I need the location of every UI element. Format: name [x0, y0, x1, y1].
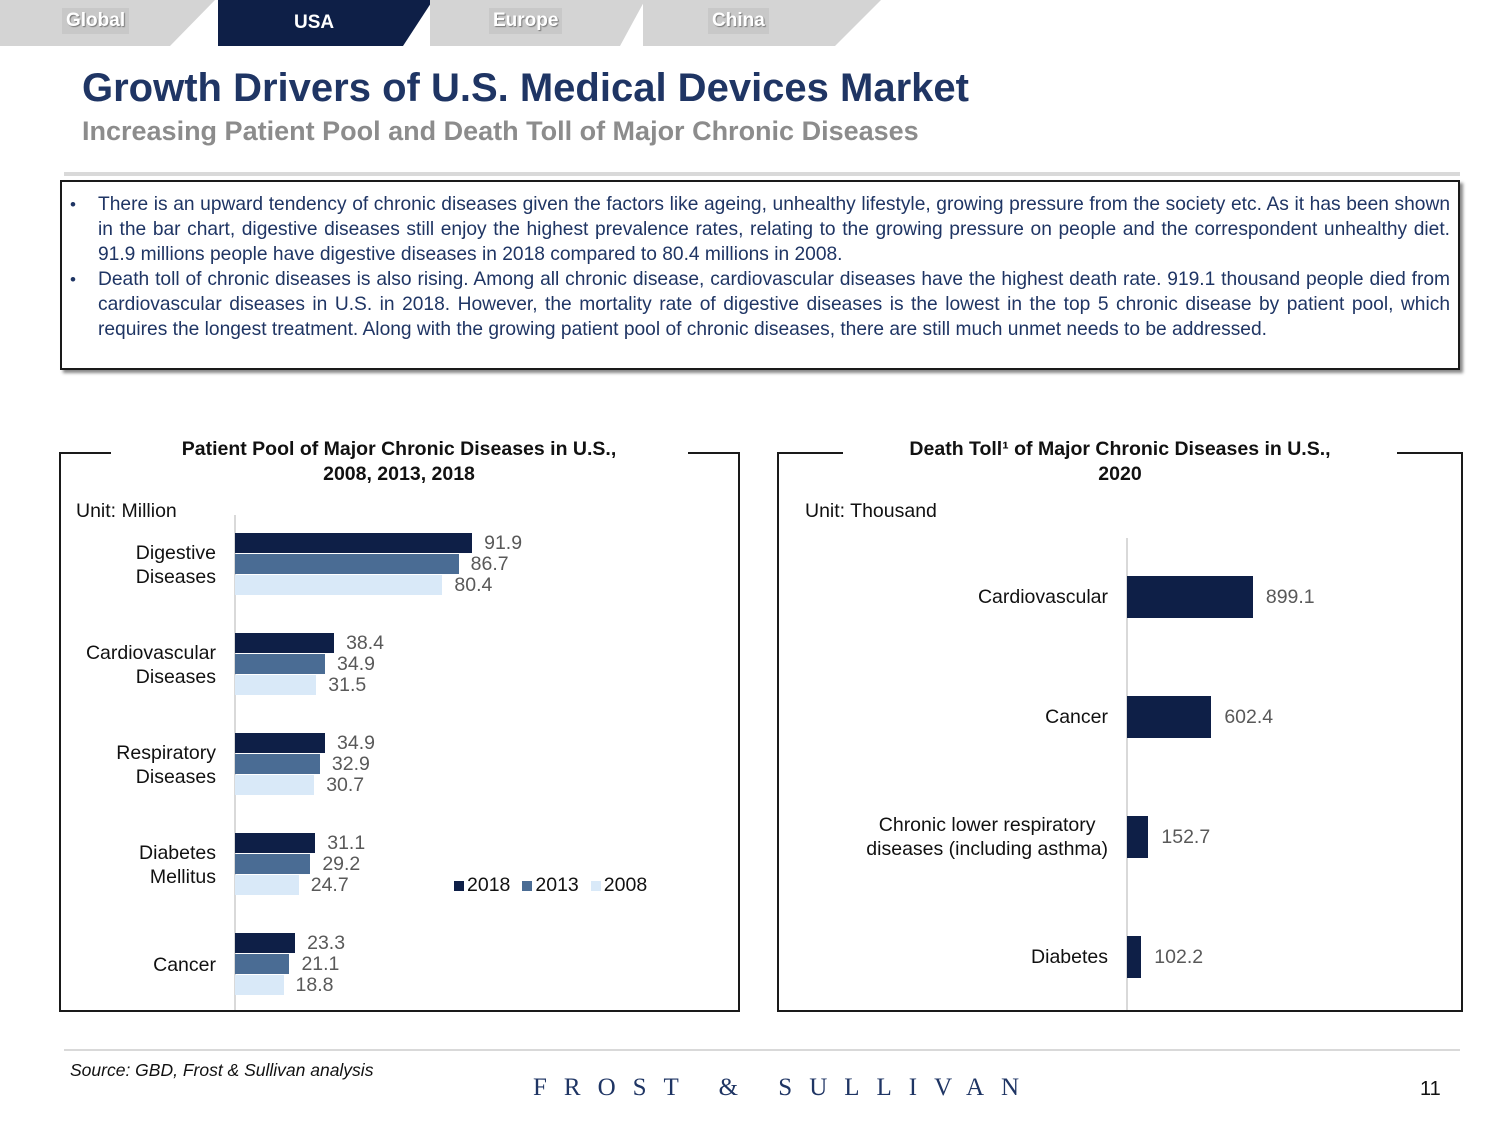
tab-europe[interactable]: Europe	[430, 0, 645, 46]
panel-border	[59, 452, 111, 454]
page-number: 11	[1420, 1078, 1441, 1100]
tab-label: Europe	[489, 8, 563, 34]
category-label: Cancer	[153, 953, 216, 976]
divider	[64, 1049, 1460, 1051]
bar-2018	[235, 833, 316, 853]
bar-2013	[235, 754, 320, 774]
bar-2013	[235, 954, 290, 974]
page-title: Growth Drivers of U.S. Medical Devices M…	[82, 66, 969, 110]
data-label: 30.7	[326, 774, 365, 796]
data-label: 34.9	[337, 732, 375, 754]
tab-label: Global	[62, 8, 130, 34]
legend-label: 2013	[535, 874, 579, 896]
legend-swatch	[590, 880, 601, 891]
divider	[64, 172, 1460, 176]
brand-logo: FROST & SULLIVAN	[533, 1074, 1037, 1101]
data-label: 899.1	[1265, 586, 1315, 608]
data-label: 18.8	[295, 974, 334, 996]
bar-2013	[235, 554, 459, 574]
legend-label: 2018	[467, 874, 511, 896]
data-label: 31.5	[328, 674, 367, 696]
bar-2008	[235, 775, 315, 795]
chart-title-line: Death Toll¹ of Major Chronic Diseases in…	[909, 438, 1331, 460]
tab-label: China	[708, 8, 769, 34]
legend-item: 2013	[522, 874, 579, 897]
bar-2008	[235, 675, 317, 695]
data-label: 91.9	[484, 532, 523, 554]
legend-swatch	[454, 880, 464, 891]
data-label: 34.9	[337, 653, 375, 675]
chart-title-line: 2008, 2013, 2018	[323, 463, 475, 485]
category-label: Chronic lower respiratory diseases (incl…	[866, 814, 1108, 860]
legend-item: 2018	[454, 874, 510, 897]
data-label: 602.4	[1224, 706, 1274, 728]
chart-unit: Unit: Thousand	[805, 500, 937, 522]
chart-unit: Unit: Million	[76, 500, 177, 522]
page-subtitle: Increasing Patient Pool and Death Toll o…	[82, 116, 919, 146]
data-label: 23.3	[307, 932, 346, 954]
source-note: Source: GBD, Frost & Sullivan analysis	[70, 1060, 374, 1080]
region-tabs: Global USA Europe China	[0, 0, 900, 50]
bar-2020	[1127, 936, 1142, 978]
data-label: 152.7	[1161, 826, 1211, 848]
bar-2020	[1127, 696, 1212, 738]
bar-2008	[235, 975, 284, 995]
bar-2013	[235, 654, 326, 674]
bar-2018	[235, 533, 473, 553]
category-label: Diabetes	[1031, 946, 1108, 968]
chart-title-line: Patient Pool of Major Chronic Diseases i…	[181, 438, 617, 460]
data-label: 32.9	[331, 753, 370, 775]
category-label: Diabetes Mellitus	[139, 841, 216, 888]
bullet-item: Death toll of chronic diseases is also r…	[70, 267, 1450, 342]
tab-shape	[218, 0, 433, 46]
bar-2013	[235, 854, 311, 874]
panel-border	[688, 452, 740, 454]
chart-title: Death Toll¹ of Major Chronic Diseases in…	[843, 437, 1397, 487]
chart-title: Patient Pool of Major Chronic Diseases i…	[110, 437, 688, 487]
data-label: 86.7	[470, 553, 509, 575]
category-label: Respiratory Diseases	[116, 741, 216, 788]
legend-label: 2008	[603, 874, 648, 896]
bar-2008	[235, 575, 443, 595]
death-toll-chart-panel	[777, 452, 1463, 1012]
tab-usa[interactable]: USA	[218, 0, 433, 46]
data-label: 29.2	[322, 853, 361, 875]
legend-item: 2008	[590, 874, 648, 897]
data-label: 80.4	[454, 574, 493, 596]
data-label: 24.7	[310, 874, 349, 896]
chart-legend: 2018 2013 2008	[454, 874, 647, 897]
bar-2008	[235, 875, 299, 895]
data-label: 38.4	[346, 632, 385, 654]
bar-2018	[235, 733, 326, 753]
category-label: Digestive Diseases	[135, 541, 216, 588]
tab-china[interactable]: China	[643, 0, 883, 46]
patient-pool-chart-panel	[59, 452, 740, 1012]
panel-border	[777, 452, 843, 454]
chart-title-line: 2020	[1098, 463, 1142, 485]
bullet-item: There is an upward tendency of chronic d…	[70, 192, 1450, 267]
data-label: 31.1	[327, 832, 366, 854]
data-label: 102.2	[1154, 946, 1204, 968]
chart-axis	[1126, 538, 1128, 1010]
bar-2018	[235, 633, 335, 653]
legend-swatch	[522, 880, 533, 891]
category-label: Cardiovascular Diseases	[85, 641, 216, 688]
category-label: Cardiovascular	[977, 586, 1108, 608]
tab-label: USA	[294, 12, 335, 33]
tab-global[interactable]: Global	[0, 0, 215, 46]
panel-border	[1397, 452, 1463, 454]
bar-2020	[1127, 816, 1149, 858]
bar-2018	[235, 933, 296, 953]
category-label: Cancer	[1045, 706, 1108, 728]
bar-2020	[1127, 576, 1253, 618]
summary-box: There is an upward tendency of chronic d…	[60, 180, 1460, 370]
data-label: 21.1	[301, 953, 340, 975]
